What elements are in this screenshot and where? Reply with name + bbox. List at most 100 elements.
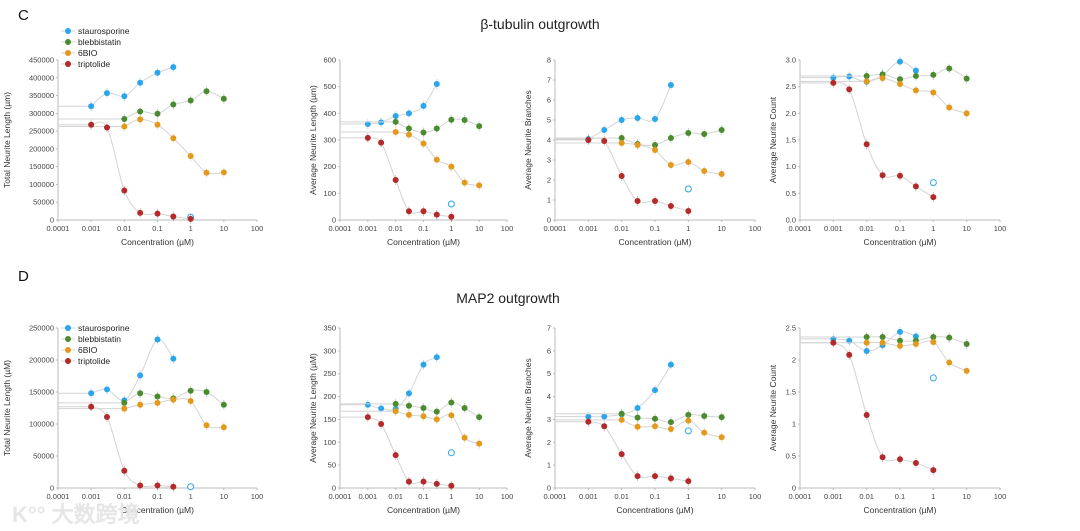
y-tick-label: 400000 [29,73,54,82]
data-point-6BIO [946,359,953,366]
x-tick-label: 10 [475,224,483,233]
y-tick-label: 2.5 [786,324,796,333]
data-point-blebbistatin [433,408,440,415]
y-tick-label: 200000 [29,356,54,365]
y-tick-label: 0 [332,484,336,493]
y-tick-label: 150000 [29,388,54,397]
y-axis-label: Average Neurite Branches [523,90,533,190]
data-point-6BIO [701,168,708,174]
data-point-blebbistatin [946,65,953,72]
data-point-triptolide [652,473,658,480]
y-tick-label: 350000 [29,91,54,100]
data-point-6BIO [897,342,903,349]
y-tick-label: 2.0 [786,109,796,118]
data-point-triptolide [685,478,692,485]
data-point-triptolide [170,213,177,220]
data-point-triptolide [912,460,919,467]
data-point-blebbistatin [701,413,708,419]
data-point-triptolide [88,121,95,128]
data-point-triptolide [121,467,128,474]
legend-marker-staurosporine [65,28,71,34]
data-point-staurosporine [846,73,853,80]
y-tick-label: 150 [323,415,336,424]
data-point-blebbistatin [946,334,953,341]
data-point-staurosporine [652,387,658,394]
x-axis-label: Concentrations (µM) [616,505,693,515]
y-axis-label: Average Neurite Length (µm) [308,85,318,195]
x-tick-label: 0.0001 [47,224,70,233]
data-point-blebbistatin [685,130,692,136]
fit-curve-staurosporine [555,84,672,140]
data-point-staurosporine [170,64,177,71]
x-tick-label: 0.1 [895,492,905,501]
x-tick-label: 0.001 [824,492,843,501]
y-tick-label: 7 [547,76,551,85]
data-point-blebbistatin [392,118,399,125]
y-tick-label: 100000 [29,420,54,429]
data-point-triptolide [154,482,161,489]
data-point-6BIO [448,163,455,170]
fit-curve-6BIO [58,118,224,175]
data-point-triptolide [863,412,870,419]
y-tick-label: 6 [547,96,551,105]
data-point-blebbistatin [701,131,708,137]
data-point-blebbistatin [652,142,658,148]
y-axis-label: Total Neurite Length (µM) [2,360,12,456]
x-tick-label: 0.1 [895,224,905,233]
x-tick-label: 0.001 [358,492,377,501]
x-tick-label: 1 [449,492,453,501]
data-point-staurosporine [88,390,95,397]
data-point-staurosporine [634,115,641,121]
excluded-point-staurosporine [447,449,455,457]
data-point-6BIO [203,422,210,429]
data-point-6BIO [405,411,412,418]
x-axis-label: Concentration (µM) [387,237,460,247]
x-tick-label: 10 [717,224,725,233]
data-point-blebbistatin [448,399,455,406]
data-point-triptolide [897,172,903,179]
x-tick-label: 0.01 [614,224,629,233]
data-point-6BIO [405,131,412,138]
data-point-triptolide [846,86,853,93]
data-point-staurosporine [601,127,608,133]
y-tick-label: 3 [547,415,551,424]
data-point-staurosporine [618,117,625,123]
x-axis-label: Concentration (µM) [619,237,692,247]
data-point-triptolide [846,351,853,358]
y-tick-label: 0 [547,216,551,225]
data-point-staurosporine [378,119,385,126]
data-point-6BIO [963,110,970,117]
data-point-6BIO [685,417,692,424]
x-axis-label: Concentration (µM) [121,505,194,515]
y-tick-label: 5 [547,369,551,378]
data-point-triptolide [830,339,837,346]
x-tick-label: 10 [220,492,228,501]
data-point-6BIO [461,179,468,186]
data-point-staurosporine [912,333,919,340]
y-tick-label: 300 [323,346,336,355]
y-tick-label: 3.0 [786,56,796,65]
data-point-blebbistatin [667,135,674,141]
data-point-staurosporine [897,328,903,335]
data-point-6BIO [930,339,937,346]
x-tick-label: 0.01 [117,492,132,501]
chart-panel: 0 0.5 1 1.5 2 2.5 0.0001 0.001 0.01 0.1 1 10 100 Conc… [768,324,1006,516]
x-tick-label: 1 [449,224,453,233]
data-point-6BIO [170,135,177,142]
data-point-blebbistatin [203,389,210,395]
data-point-blebbistatin [652,415,658,422]
data-point-6BIO [634,142,641,148]
x-tick-label: 0.1 [650,224,660,233]
data-point-6BIO [203,169,210,176]
y-tick-label: 7 [547,324,551,333]
x-tick-label: 1 [931,492,935,501]
data-point-staurosporine [103,90,110,97]
y-tick-label: 50 [328,461,336,470]
x-tick-label: 100 [501,492,514,501]
data-point-6BIO [170,396,177,403]
data-point-blebbistatin [618,135,625,141]
y-tick-label: 0 [50,484,54,493]
y-axis-label: Average Neurite Count [768,96,778,183]
x-tick-label: 0.0001 [544,224,567,233]
data-point-blebbistatin [718,414,725,421]
